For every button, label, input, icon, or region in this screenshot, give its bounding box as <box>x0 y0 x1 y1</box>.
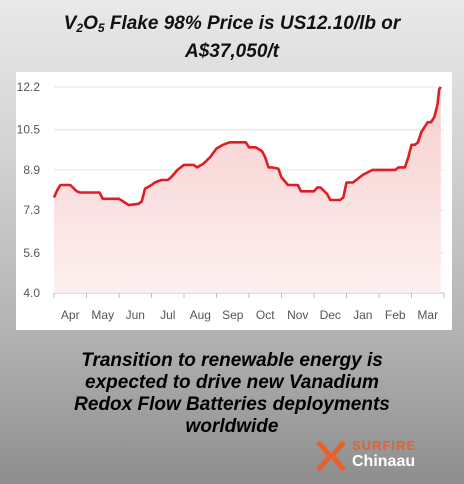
x-tick-label: Jan <box>353 308 372 322</box>
x-tick-label: Nov <box>287 308 308 322</box>
x-tick-label: Oct <box>256 308 275 322</box>
y-tick-label: 8.9 <box>23 163 40 177</box>
x-tick-label: Aug <box>190 308 211 322</box>
chart-svg: 4.0 5.6 7.3 8.9 10.5 12.2 Apr May Jun Jul Aug Sep O… <box>17 80 445 322</box>
caption-line-1: Transition to renewable energy is <box>81 350 383 371</box>
y-tick-label: 10.5 <box>17 123 41 137</box>
caption-line-4: worldwide <box>185 416 279 437</box>
y-tick-label: 7.3 <box>23 203 40 217</box>
y-tick-label: 4.0 <box>23 286 40 300</box>
logo-text-bottom: Chinaau <box>352 453 416 470</box>
caption-line-2: expected to drive new Vanadium <box>85 372 379 393</box>
x-tick-label: Sep <box>222 308 244 322</box>
title-line-1: V2O5 Flake 98% Price is US12.10/lb or <box>63 13 401 35</box>
price-series-line <box>52 86 442 207</box>
logo-mark-icon <box>316 440 346 472</box>
x-tick-label: Jun <box>126 308 145 322</box>
x-tick-label: Apr <box>61 308 80 322</box>
page-title: V2O5 Flake 98% Price is US12.10/lb or A$… <box>0 12 464 64</box>
logo: SURFIRE Chinaau <box>316 436 464 480</box>
x-tick-label: Jul <box>160 308 175 322</box>
caption: Transition to renewable energy is expect… <box>0 350 464 438</box>
logo-text-top: SURFIRE <box>352 438 417 453</box>
price-area-fill <box>54 87 441 293</box>
x-tick-label: Feb <box>385 308 406 322</box>
x-tick-label: Mar <box>417 308 438 322</box>
x-tick-label: Dec <box>320 308 341 322</box>
caption-line-3: Redox Flow Batteries deployments <box>74 394 390 415</box>
price-chart: 4.0 5.6 7.3 8.9 10.5 12.2 Apr May Jun Jul Aug Sep O… <box>16 72 452 330</box>
x-tick-label: May <box>91 308 114 322</box>
y-tick-label: 5.6 <box>23 246 40 260</box>
title-line-2: A$37,050/t <box>184 41 279 62</box>
y-tick-label: 12.2 <box>17 80 41 94</box>
